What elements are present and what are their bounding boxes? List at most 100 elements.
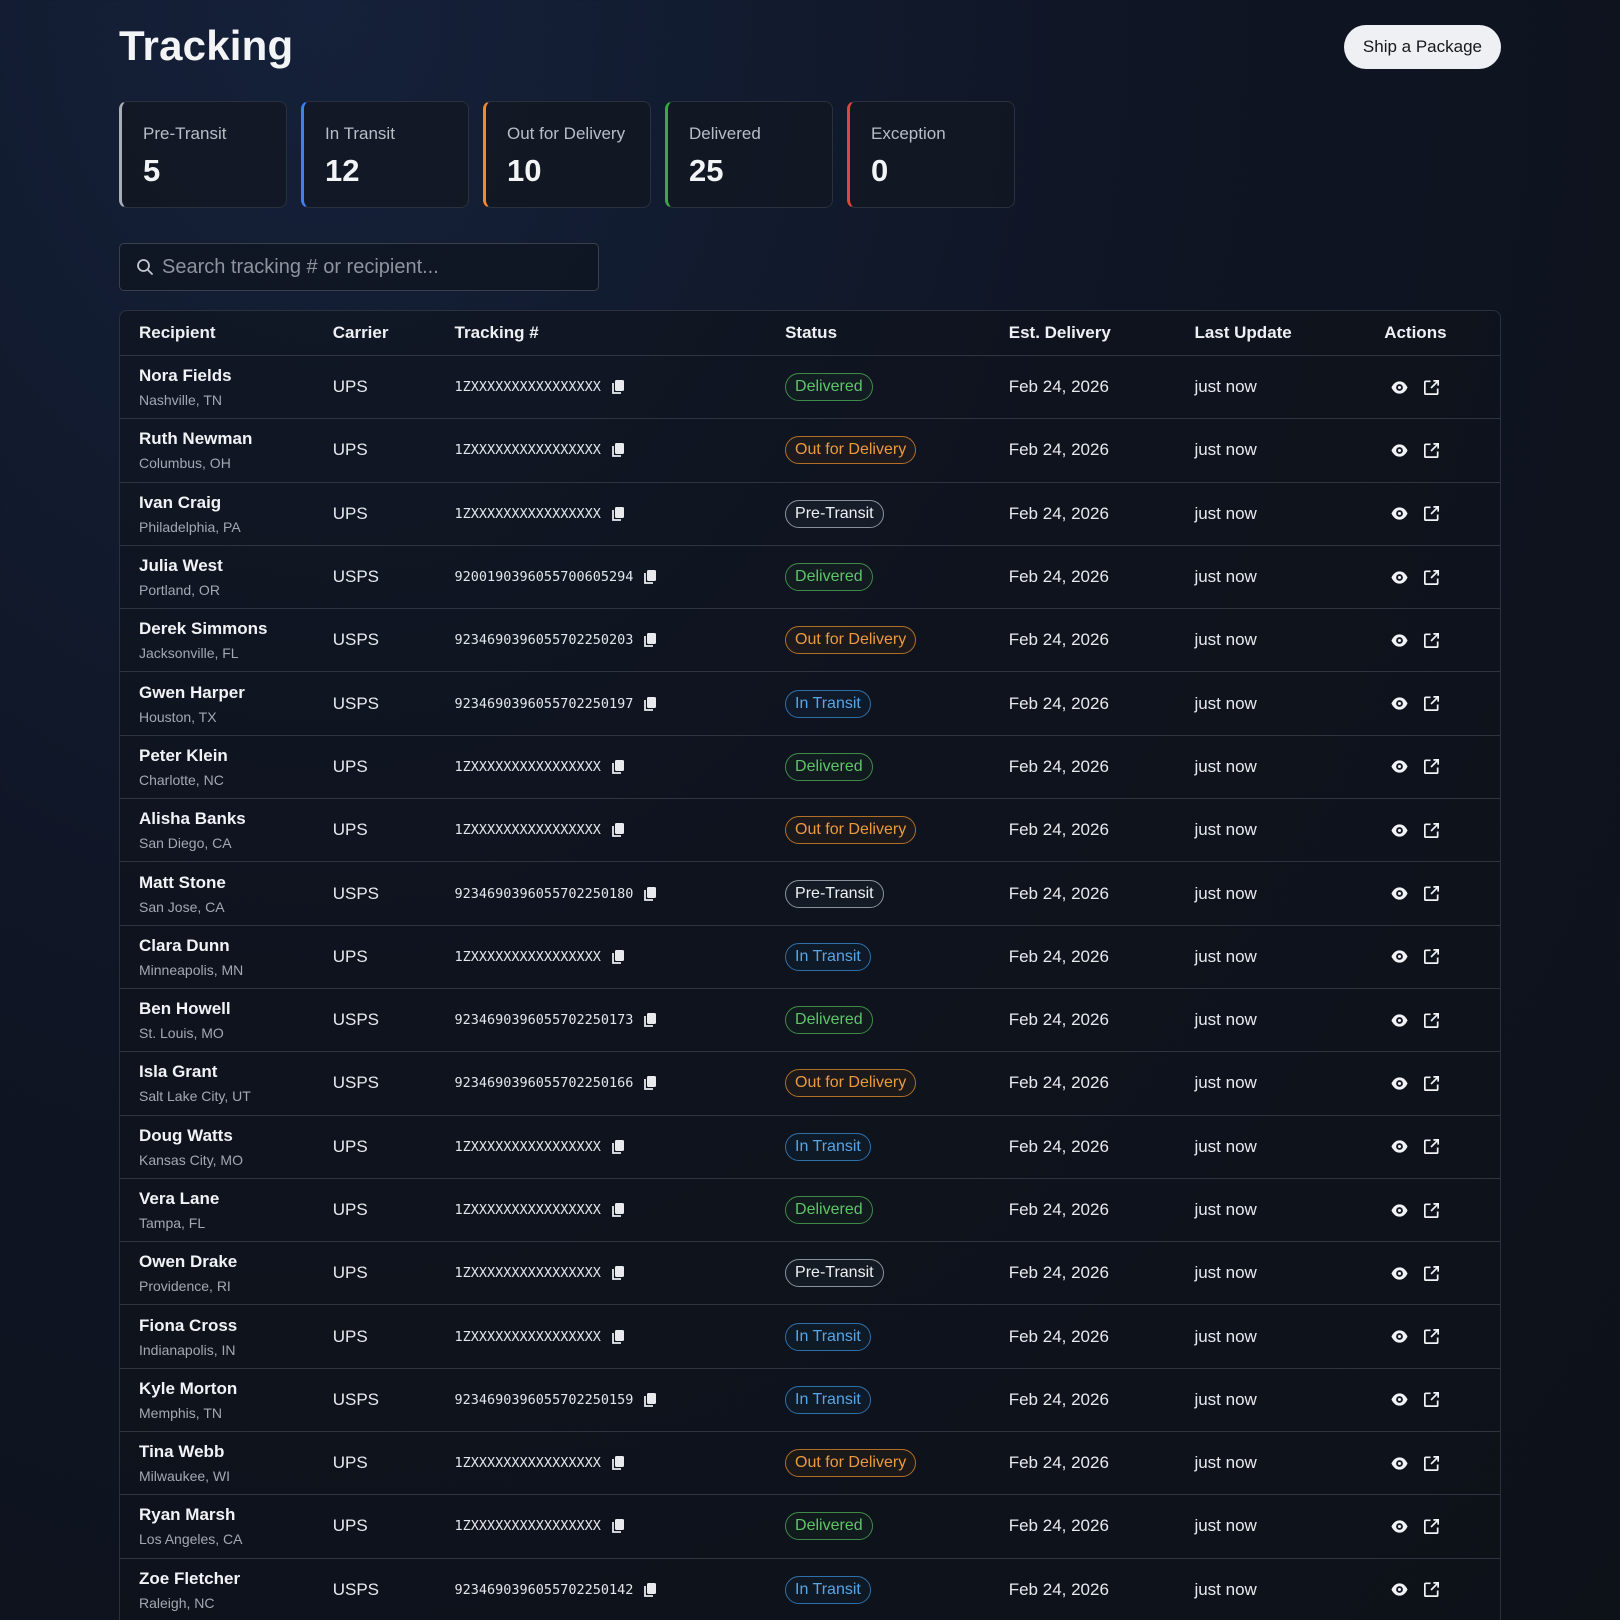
table-row[interactable]: Ruth Newman Columbus, OH UPS 1ZXXXXXXXXXXXX… <box>120 419 1500 483</box>
external-link-icon[interactable] <box>1422 568 1441 587</box>
copy-icon[interactable] <box>611 1265 625 1281</box>
recipient-location: Milwaukee, WI <box>139 1468 231 1485</box>
eye-icon[interactable] <box>1390 504 1409 523</box>
stat-card-pre-transit[interactable]: Pre-Transit 5 <box>119 101 287 208</box>
table-row[interactable]: Kyle Morton Memphis, TN USPS 92346903960557… <box>120 1369 1500 1433</box>
external-link-icon[interactable] <box>1422 757 1441 776</box>
eye-icon[interactable] <box>1390 1074 1409 1093</box>
table-row[interactable]: Doug Watts Kansas City, MO UPS 1ZXXXXXXXXXX… <box>120 1116 1500 1179</box>
external-link-icon[interactable] <box>1422 1201 1441 1220</box>
table-row[interactable]: Nora Fields Nashville, TN UPS 1ZXXXXXXXXXXX… <box>120 356 1500 420</box>
external-link-icon[interactable] <box>1422 1264 1441 1283</box>
eye-icon[interactable] <box>1390 568 1409 587</box>
copy-icon[interactable] <box>643 696 657 712</box>
eye-icon[interactable] <box>1390 884 1409 903</box>
copy-icon[interactable] <box>611 1455 625 1471</box>
copy-icon[interactable] <box>611 1202 625 1218</box>
stat-card-out-for-delivery[interactable]: Out for Delivery 10 <box>483 101 651 208</box>
copy-icon[interactable] <box>643 1012 657 1028</box>
external-link-icon[interactable] <box>1422 1454 1441 1473</box>
table-row[interactable]: Alisha Banks San Diego, CA UPS 1ZXXXXXXXXXX… <box>120 799 1500 863</box>
external-link-icon[interactable] <box>1422 504 1441 523</box>
recipient-cell: Fiona Cross Indianapolis, IN <box>120 1316 333 1358</box>
stat-card-in-transit[interactable]: In Transit 12 <box>301 101 469 208</box>
copy-icon[interactable] <box>643 632 657 648</box>
table-row[interactable]: Ryan Marsh Los Angeles, CA UPS 1ZXXXXXXXXXX… <box>120 1495 1500 1559</box>
table-row[interactable]: Owen Drake Providence, RI UPS 1ZXXXXXXXXXXX… <box>120 1242 1500 1306</box>
eye-icon[interactable] <box>1390 947 1409 966</box>
table-row[interactable]: Isla Grant Salt Lake City, UT USPS 92346903… <box>120 1052 1500 1116</box>
actions-cell <box>1384 631 1500 650</box>
copy-icon[interactable] <box>611 1329 625 1345</box>
recipient-location: Minneapolis, MN <box>139 961 244 978</box>
copy-icon[interactable] <box>611 1518 625 1534</box>
eye-icon[interactable] <box>1390 1390 1409 1409</box>
table-row[interactable]: Zoe Fletcher Raleigh, NC USPS 9234690396055… <box>120 1559 1500 1620</box>
tracking-number: 9234690396055702250159 <box>454 1391 634 1408</box>
external-link-icon[interactable] <box>1422 821 1441 840</box>
stat-value: 10 <box>507 153 542 188</box>
recipient-name: Matt Stone <box>139 872 226 892</box>
copy-icon[interactable] <box>643 1392 657 1408</box>
actions-cell <box>1384 504 1500 523</box>
copy-icon[interactable] <box>611 506 625 522</box>
eye-icon[interactable] <box>1390 694 1409 713</box>
eye-icon[interactable] <box>1390 1580 1409 1599</box>
table-row[interactable]: Gwen Harper Houston, TX USPS 92346903960557… <box>120 672 1500 736</box>
table-row[interactable]: Ivan Craig Philadelphia, PA UPS 1ZXXXXXXXXX… <box>120 483 1500 546</box>
copy-icon[interactable] <box>643 1075 657 1091</box>
stat-card-delivered[interactable]: Delivered 25 <box>665 101 833 208</box>
external-link-icon[interactable] <box>1422 1137 1441 1156</box>
copy-icon[interactable] <box>611 442 625 458</box>
eye-icon[interactable] <box>1390 757 1409 776</box>
status-cell: Delivered <box>785 1512 1009 1541</box>
copy-icon[interactable] <box>611 949 625 965</box>
external-link-icon[interactable] <box>1422 1074 1441 1093</box>
external-link-icon[interactable] <box>1422 1327 1441 1346</box>
copy-icon[interactable] <box>643 1582 657 1598</box>
external-link-icon[interactable] <box>1422 378 1441 397</box>
external-link-icon[interactable] <box>1422 884 1441 903</box>
eye-icon[interactable] <box>1390 1011 1409 1030</box>
eye-icon[interactable] <box>1390 1327 1409 1346</box>
eye-icon[interactable] <box>1390 1454 1409 1473</box>
table-row[interactable]: Fiona Cross Indianapolis, IN UPS 1ZXXXXXXXX… <box>120 1305 1500 1369</box>
external-link-icon[interactable] <box>1422 1517 1441 1536</box>
table-row[interactable]: Julia West Portland, OR USPS 92001903960557… <box>120 546 1500 610</box>
copy-icon[interactable] <box>611 759 625 775</box>
copy-icon[interactable] <box>643 886 657 902</box>
table-row[interactable]: Ben Howell St. Louis, MO USPS 9234690396055… <box>120 989 1500 1053</box>
table-row[interactable]: Tina Webb Milwaukee, WI UPS 1ZXXXXXXXXXXXXX… <box>120 1432 1500 1496</box>
table-row[interactable]: Matt Stone San Jose, CA USPS 92346903960557… <box>120 862 1500 926</box>
external-link-icon[interactable] <box>1422 1011 1441 1030</box>
eye-icon[interactable] <box>1390 1264 1409 1283</box>
external-link-icon[interactable] <box>1422 441 1441 460</box>
external-link-icon[interactable] <box>1422 694 1441 713</box>
eye-icon[interactable] <box>1390 631 1409 650</box>
status-badge: Out for Delivery <box>785 816 917 845</box>
stat-card-exception[interactable]: Exception 0 <box>847 101 1015 208</box>
copy-icon[interactable] <box>611 1139 625 1155</box>
external-link-icon[interactable] <box>1422 1390 1441 1409</box>
table-row[interactable]: Derek Simmons Jacksonville, FL USPS 9234690… <box>120 609 1500 673</box>
external-link-icon[interactable] <box>1422 947 1441 966</box>
eye-icon[interactable] <box>1390 1137 1409 1156</box>
external-link-icon[interactable] <box>1422 631 1441 650</box>
recipient-cell: Tina Webb Milwaukee, WI <box>120 1442 333 1484</box>
table-row[interactable]: Vera Lane Tampa, FL UPS 1ZXXXXXXXXXXXXXXXX D… <box>120 1179 1500 1243</box>
eye-icon[interactable] <box>1390 441 1409 460</box>
external-link-icon[interactable] <box>1422 1580 1441 1599</box>
eye-icon[interactable] <box>1390 1517 1409 1536</box>
eye-icon[interactable] <box>1390 821 1409 840</box>
table-row[interactable]: Peter Klein Charlotte, NC UPS 1ZXXXXXXXXXXX… <box>120 736 1500 800</box>
copy-icon[interactable] <box>611 822 625 838</box>
table-row[interactable]: Clara Dunn Minneapolis, MN UPS 1ZXXXXXXXXXX… <box>120 926 1500 989</box>
copy-icon[interactable] <box>643 569 657 585</box>
recipient-location: Salt Lake City, UT <box>139 1088 251 1105</box>
last-update-cell: just now <box>1194 820 1257 840</box>
search-input[interactable] <box>162 255 582 279</box>
eye-icon[interactable] <box>1390 378 1409 397</box>
eye-icon[interactable] <box>1390 1201 1409 1220</box>
ship-package-button[interactable]: Ship a Package <box>1343 25 1501 69</box>
copy-icon[interactable] <box>611 379 625 395</box>
